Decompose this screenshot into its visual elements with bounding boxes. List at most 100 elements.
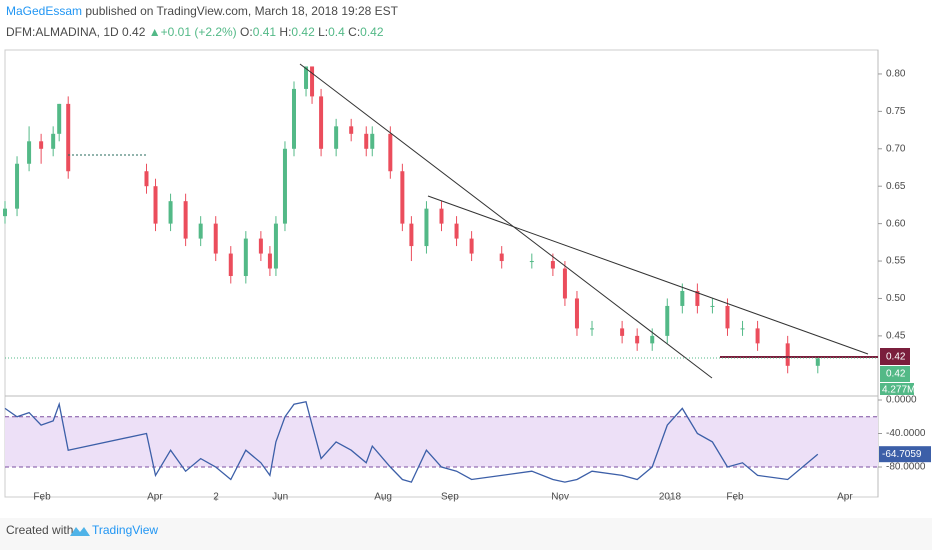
x-tick-label: 2018 bbox=[659, 492, 682, 503]
candle-body bbox=[620, 328, 625, 336]
x-tick-label: Feb bbox=[726, 492, 744, 503]
candle-body bbox=[590, 328, 595, 330]
candle-body bbox=[349, 126, 354, 134]
candle-body bbox=[529, 261, 534, 263]
candle-body bbox=[183, 201, 188, 239]
x-tick-label: Sep bbox=[441, 492, 459, 503]
candle-body bbox=[740, 328, 745, 330]
x-tick-label: Apr bbox=[147, 492, 163, 503]
candle-body bbox=[550, 261, 555, 269]
trend-line bbox=[299, 63, 713, 379]
h-key: H: bbox=[279, 25, 291, 39]
header: MaGedEssam published on TradingView.com,… bbox=[6, 4, 399, 18]
y-tick-label: 0.70 bbox=[886, 143, 906, 154]
candle-body bbox=[755, 328, 760, 344]
candle-body bbox=[144, 171, 149, 187]
symbol: DFM:ALMADINA, 1D bbox=[6, 25, 119, 39]
osc-band bbox=[5, 416, 878, 467]
x-tick-label: Aug bbox=[374, 492, 392, 503]
footer bbox=[0, 518, 932, 550]
candle-body bbox=[213, 223, 218, 254]
candle-body bbox=[310, 66, 315, 97]
candle-body bbox=[57, 103, 62, 134]
up-arrow: ▲ bbox=[149, 25, 161, 39]
candle-body bbox=[409, 223, 414, 247]
candle-body bbox=[39, 141, 44, 149]
candle-body bbox=[168, 201, 173, 224]
y-tick-label: 0.80 bbox=[886, 69, 906, 80]
x-tick-label: Nov bbox=[551, 492, 569, 503]
candle-body bbox=[499, 253, 504, 262]
osc-value-label: -64.7059 bbox=[882, 449, 922, 460]
tv-logo bbox=[70, 527, 90, 536]
candle-body bbox=[334, 126, 339, 149]
symbol-line: DFM:ALMADINA, 1D 0.42 ▲+0.01 (+2.2%) O:0… bbox=[6, 25, 384, 39]
last: 0.42 bbox=[122, 25, 146, 39]
y-tick-label: 0.55 bbox=[886, 256, 906, 267]
y-tick-label: 0.45 bbox=[886, 331, 906, 342]
candle-body bbox=[815, 358, 820, 366]
x-tick-label: Apr bbox=[837, 492, 853, 503]
candle-body bbox=[469, 238, 474, 254]
l-val: 0.4 bbox=[328, 25, 345, 39]
osc-value-box bbox=[879, 446, 931, 463]
candle-body bbox=[635, 335, 640, 344]
x-tick-label: Jun bbox=[272, 492, 288, 503]
candle-body bbox=[454, 223, 459, 239]
candle-body bbox=[400, 171, 405, 224]
candle-body bbox=[370, 133, 375, 149]
candle-body bbox=[66, 103, 71, 172]
y2-tick-label: 0.0000 bbox=[886, 395, 917, 406]
candle-body bbox=[319, 96, 324, 149]
y2-tick-label: -40.0000 bbox=[886, 428, 926, 439]
published: published on TradingView.com, March 18, … bbox=[85, 4, 398, 18]
candle-body bbox=[153, 186, 158, 224]
author: MaGedEssam bbox=[6, 4, 82, 18]
trend-line bbox=[427, 195, 869, 355]
candle-body bbox=[680, 290, 685, 306]
candle-body bbox=[562, 268, 567, 299]
y-tick-label: 0.50 bbox=[886, 293, 906, 304]
volume-box bbox=[880, 383, 914, 395]
candle-body bbox=[273, 223, 278, 269]
candle-body bbox=[15, 163, 20, 209]
volume-label: 4.277M bbox=[882, 385, 915, 396]
candle-body bbox=[282, 148, 287, 224]
osc-line bbox=[4, 400, 819, 483]
candle-body bbox=[304, 66, 309, 89]
x-tick-label: 2 bbox=[213, 492, 219, 503]
price-box-label: 0.42 bbox=[886, 352, 906, 363]
candle-body bbox=[725, 305, 730, 329]
y-tick-label: 0.65 bbox=[886, 181, 906, 192]
l-key: L: bbox=[318, 25, 328, 39]
o-key: O: bbox=[240, 25, 253, 39]
candle-body bbox=[695, 290, 700, 306]
candle-body bbox=[574, 298, 579, 329]
candle-body bbox=[388, 133, 393, 172]
candle-body bbox=[258, 238, 263, 254]
price-box-green bbox=[880, 366, 910, 382]
footer-created: Created with bbox=[6, 523, 73, 537]
marks: 0.80 0.75 0.70 0.65 0.60 0.55 0.50 0.45 0.0000 -4… bbox=[3, 66, 931, 503]
candle-body bbox=[198, 223, 203, 239]
price-box-green-label: 0.42 bbox=[886, 369, 906, 380]
o-val: 0.41 bbox=[253, 25, 277, 39]
c-key: C: bbox=[348, 25, 360, 39]
y2-tick-label: -80.0000 bbox=[886, 462, 926, 473]
candle-body bbox=[424, 208, 429, 247]
candle-body bbox=[364, 133, 369, 149]
y-tick-label: 0.60 bbox=[886, 218, 906, 229]
candle-body bbox=[650, 335, 655, 344]
candle-body bbox=[439, 208, 444, 224]
candle-body bbox=[27, 141, 32, 164]
candle-body bbox=[785, 343, 790, 366]
x-tick-label: Feb bbox=[33, 492, 51, 503]
y-tick-label: 0.75 bbox=[886, 106, 906, 117]
price-box bbox=[880, 348, 910, 365]
candle-body bbox=[710, 305, 715, 307]
candle-body bbox=[3, 208, 7, 217]
change: +0.01 (+2.2%) bbox=[161, 25, 237, 39]
candle-body bbox=[291, 88, 296, 149]
